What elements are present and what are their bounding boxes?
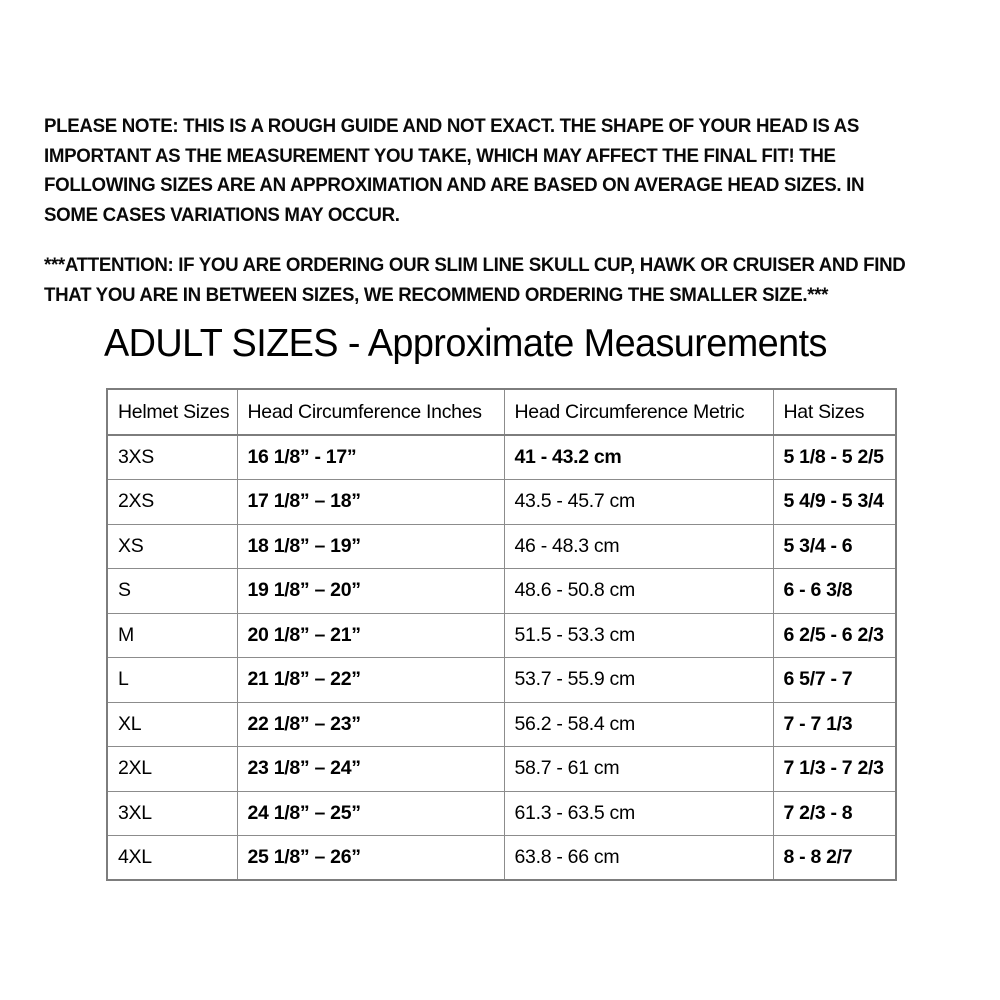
table-row: 2XS 17 1/8” – 18” 43.5 - 45.7 cm 5 4/9 -… xyxy=(106,479,897,525)
cell-metric: 63.8 - 66 cm xyxy=(503,835,774,881)
cell-hat-size: 6 2/5 - 6 2/3 xyxy=(772,612,897,658)
cell-helmet-size: S xyxy=(106,568,238,614)
cell-inches: 17 1/8” – 18” xyxy=(236,479,505,525)
cell-helmet-size: 3XS xyxy=(106,434,238,480)
cell-metric: 41 - 43.2 cm xyxy=(503,434,774,480)
cell-inches: 21 1/8” – 22” xyxy=(236,657,505,703)
note-paragraph-attention: ***ATTENTION: IF YOU ARE ORDERING OUR SL… xyxy=(44,254,911,306)
table-row: S 19 1/8” – 20” 48.6 - 50.8 cm 6 - 6 3/8 xyxy=(106,568,897,614)
cell-metric: 56.2 - 58.4 cm xyxy=(503,701,774,747)
cell-inches: 23 1/8” – 24” xyxy=(236,746,505,792)
page-title: ADULT SIZES - Approximate Measurements xyxy=(104,322,827,365)
table-row: 2XL 23 1/8” – 24” 58.7 - 61 cm 7 1/3 - 7… xyxy=(106,746,897,792)
cell-hat-size: 7 2/3 - 8 xyxy=(772,790,897,836)
cell-helmet-size: XS xyxy=(106,523,238,569)
cell-hat-size: 7 1/3 - 7 2/3 xyxy=(772,746,897,792)
cell-helmet-size: 3XL xyxy=(106,790,238,836)
cell-inches: 25 1/8” – 26” xyxy=(236,835,505,881)
column-header-head-circumference-inches: Head Circumference Inches xyxy=(236,388,505,436)
cell-helmet-size: 2XS xyxy=(106,479,238,525)
cell-helmet-size: M xyxy=(106,612,238,658)
cell-hat-size: 7 - 7 1/3 xyxy=(772,701,897,747)
table-header: Helmet Sizes Head Circumference Inches H… xyxy=(106,388,897,436)
column-header-hat-sizes: Hat Sizes xyxy=(772,388,897,436)
table-row: M 20 1/8” – 21” 51.5 - 53.3 cm 6 2/5 - 6… xyxy=(106,612,897,658)
column-header-helmet-sizes: Helmet Sizes xyxy=(106,388,238,436)
cell-inches: 22 1/8” – 23” xyxy=(236,701,505,747)
cell-hat-size: 5 1/8 - 5 2/5 xyxy=(772,434,897,480)
column-header-head-circumference-metric: Head Circumference Metric xyxy=(503,388,774,436)
table-row: 3XL 24 1/8” – 25” 61.3 - 63.5 cm 7 2/3 -… xyxy=(106,790,897,836)
cell-inches: 20 1/8” – 21” xyxy=(236,612,505,658)
table-row: XL 22 1/8” – 23” 56.2 - 58.4 cm 7 - 7 1/… xyxy=(106,701,897,747)
cell-metric: 43.5 - 45.7 cm xyxy=(503,479,774,525)
table-row: 4XL 25 1/8” – 26” 63.8 - 66 cm 8 - 8 2/7 xyxy=(106,835,897,881)
size-table-container: Helmet Sizes Head Circumference Inches H… xyxy=(106,388,897,881)
cell-metric: 53.7 - 55.9 cm xyxy=(503,657,774,703)
adult-sizes-table: Helmet Sizes Head Circumference Inches H… xyxy=(106,388,897,881)
cell-metric: 46 - 48.3 cm xyxy=(503,523,774,569)
cell-helmet-size: XL xyxy=(106,701,238,747)
table-header-row: Helmet Sizes Head Circumference Inches H… xyxy=(106,388,897,436)
cell-helmet-size: 2XL xyxy=(106,746,238,792)
cell-metric: 58.7 - 61 cm xyxy=(503,746,774,792)
cell-inches: 19 1/8” – 20” xyxy=(236,568,505,614)
note-paragraph-general: PLEASE NOTE: THIS IS A ROUGH GUIDE AND N… xyxy=(44,115,870,226)
cell-inches: 18 1/8” – 19” xyxy=(236,523,505,569)
cell-hat-size: 8 - 8 2/7 xyxy=(772,835,897,881)
cell-metric: 51.5 - 53.3 cm xyxy=(503,612,774,658)
cell-metric: 61.3 - 63.5 cm xyxy=(503,790,774,836)
intro-notes: PLEASE NOTE: THIS IS A ROUGH GUIDE AND N… xyxy=(44,112,959,310)
table-row: XS 18 1/8” – 19” 46 - 48.3 cm 5 3/4 - 6 xyxy=(106,523,897,569)
cell-helmet-size: L xyxy=(106,657,238,703)
cell-hat-size: 5 3/4 - 6 xyxy=(772,523,897,569)
cell-metric: 48.6 - 50.8 cm xyxy=(503,568,774,614)
table-row: 3XS 16 1/8” - 17” 41 - 43.2 cm 5 1/8 - 5… xyxy=(106,434,897,480)
cell-hat-size: 6 5/7 - 7 xyxy=(772,657,897,703)
cell-inches: 24 1/8” – 25” xyxy=(236,790,505,836)
table-row: L 21 1/8” – 22” 53.7 - 55.9 cm 6 5/7 - 7 xyxy=(106,657,897,703)
cell-hat-size: 5 4/9 - 5 3/4 xyxy=(772,479,897,525)
table-body: 3XS 16 1/8” - 17” 41 - 43.2 cm 5 1/8 - 5… xyxy=(106,434,897,881)
cell-hat-size: 6 - 6 3/8 xyxy=(772,568,897,614)
cell-helmet-size: 4XL xyxy=(106,835,238,881)
cell-inches: 16 1/8” - 17” xyxy=(236,434,505,480)
